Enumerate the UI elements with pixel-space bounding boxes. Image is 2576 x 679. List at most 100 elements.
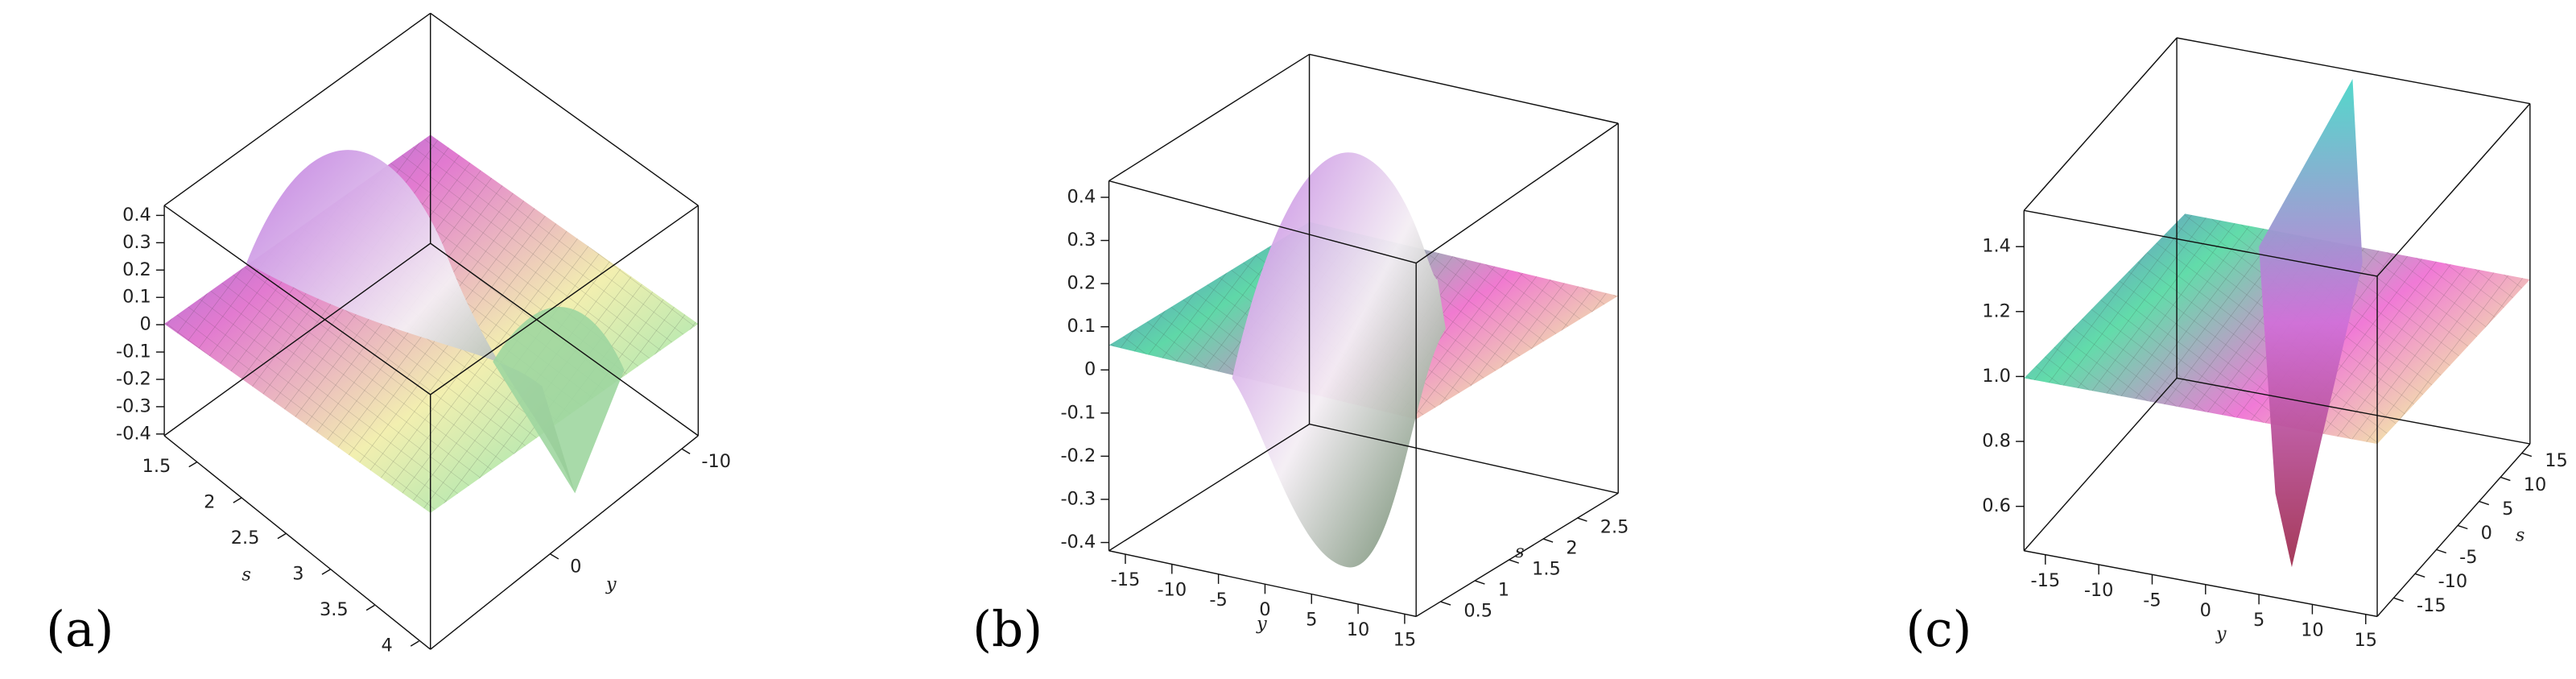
panel-label: (b) [972,601,1042,658]
tick-label: 3.5 [320,599,349,620]
box-edge [1108,423,1310,552]
tick-label: 0.4 [1067,186,1096,207]
tick-label: 0.5 [1463,601,1492,622]
tick-mark [2521,452,2533,457]
box-edge [2024,550,2378,618]
tick-label: 0 [570,557,581,578]
box-edge [2176,377,2530,445]
panel-label: (a) [46,601,114,658]
tick-mark [550,553,559,560]
tick-label: 15 [2354,630,2377,651]
box-edge [163,242,431,437]
tick-mark [1542,538,1554,543]
axis-label: s [2516,524,2525,545]
tick-label: 10 [2301,620,2324,641]
tick-mark [188,461,198,468]
tick-label: -10 [701,451,731,472]
tick-mark [410,640,419,647]
tick-mark [2414,573,2425,578]
tick-label: 1.2 [1982,300,2011,321]
tick-label: 2.5 [1600,517,1629,538]
axis-label: s [1515,541,1525,562]
tick-label: 0 [139,314,151,335]
box-edge [2376,443,2531,617]
tick-label: 1.5 [142,456,171,477]
tick-label: -10 [2438,571,2468,592]
tick-label: -0.4 [1060,532,1096,553]
tick-label: 2.5 [231,528,260,549]
tick-label: 0.1 [122,287,151,308]
tick-label: 0.2 [1067,273,1096,294]
box-edge [1309,53,1619,124]
tick-label: 1.4 [1982,236,2011,257]
tick-label: 2 [1566,538,1577,559]
tick-mark [1576,517,1587,522]
tick-label: -10 [1157,579,1187,600]
box-edge [1309,423,1619,495]
tick-label: 0.2 [122,259,151,280]
box-edge [163,435,431,650]
tick-label: -0.2 [116,368,151,389]
tick-label: -0.3 [116,395,151,416]
box-edge [1108,53,1310,182]
surface-a [164,135,699,513]
box-edge [1108,180,1417,264]
tick-mark [2393,597,2404,602]
tick-label: -0.2 [1060,445,1096,466]
box-edge [430,205,699,395]
box-edge [1415,122,1619,264]
tick-mark [321,569,331,575]
tick-label: 3 [292,564,303,585]
tick-label: -15 [2030,570,2060,591]
tick-mark [2479,500,2490,506]
axis-label: s [242,564,251,585]
tick-label: 15 [2545,450,2568,471]
tick-mark [2457,524,2468,530]
tick-label: 0.3 [1067,230,1096,250]
tick-label: 5 [2502,499,2513,520]
tick-label: -5 [2143,590,2161,611]
box-edge [430,435,699,650]
tick-label: -0.1 [1060,402,1096,423]
tick-label: -5 [2459,547,2477,568]
tick-mark [1509,559,1519,564]
box-edge [2176,37,2530,105]
surface-c [2024,79,2530,568]
tick-label: 2 [204,492,215,513]
tick-label: 0.6 [1982,495,2011,516]
tick-label: 0 [2481,523,2492,544]
tick-label: 0.3 [122,232,151,253]
tick-label: -15 [2417,595,2446,616]
tick-label: 1.5 [1532,559,1561,580]
tick-label: -0.3 [1060,488,1096,509]
box-edge [2023,37,2178,211]
tick-mark [365,604,375,611]
tick-label: -0.4 [116,423,151,444]
tick-label: -15 [1111,569,1141,590]
tick-label: -10 [2084,580,2114,601]
tick-label: 5 [1306,610,1317,631]
tick-label: -0.1 [116,342,151,362]
box-edge [430,12,699,206]
box-edge [163,205,431,395]
tick-label: 0.1 [1067,316,1096,337]
tick-label: 4 [381,636,392,656]
panel-label: (c) [1905,601,1971,658]
tick-label: 1.0 [1982,366,2011,387]
tick-mark [681,448,691,454]
box-edge [1415,492,1619,617]
tick-mark [2436,549,2447,554]
tick-label: 0 [1084,359,1096,380]
tick-mark [1474,580,1485,585]
tick-label: 10 [1347,619,1370,640]
box-edge [430,242,699,437]
tick-label: 0 [2200,600,2211,621]
tick-label: 1 [1498,580,1509,601]
tick-label: 0 [1259,599,1270,620]
axis-label: y [1256,614,1267,635]
tick-label: 5 [2253,610,2264,631]
tick-mark [233,497,242,503]
tick-label: -5 [1209,590,1227,611]
tick-mark [2500,476,2511,482]
